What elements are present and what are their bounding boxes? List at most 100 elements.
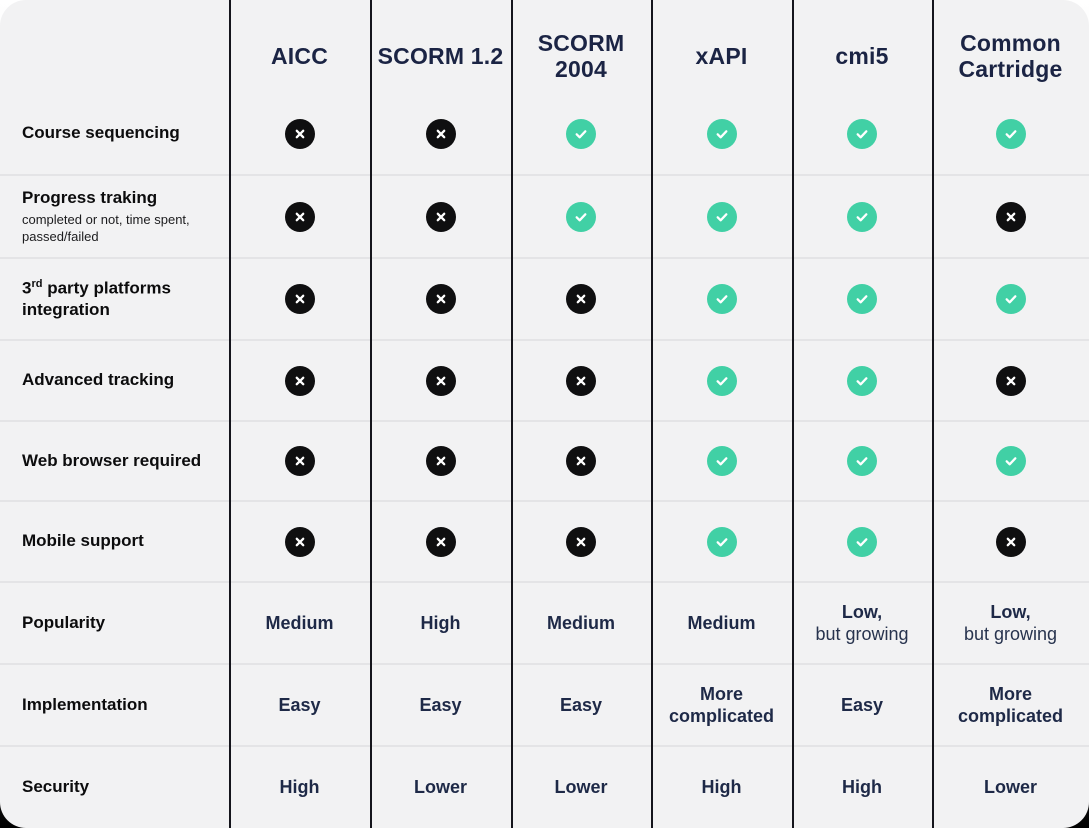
check-icon xyxy=(847,446,877,476)
cross-icon xyxy=(566,446,596,476)
check-icon xyxy=(566,118,596,149)
cell xyxy=(792,176,932,257)
cross-icon xyxy=(284,284,315,314)
cell xyxy=(370,259,511,339)
cell: High xyxy=(370,583,511,663)
check-icon xyxy=(706,526,737,557)
cell-value: Medium xyxy=(546,612,615,633)
cell: Easy xyxy=(511,665,651,745)
cell: High xyxy=(792,747,932,828)
cell: More complicated xyxy=(651,665,792,745)
cell xyxy=(932,259,1089,339)
cross-icon xyxy=(425,284,456,314)
cell xyxy=(229,502,370,581)
cell-value: High xyxy=(420,612,461,633)
cell: Easy xyxy=(792,665,932,745)
cross-icon xyxy=(995,365,1026,396)
cell xyxy=(792,422,932,500)
cross-icon xyxy=(284,201,315,232)
cross-icon xyxy=(425,365,456,396)
cell: Lower xyxy=(932,747,1089,828)
cross-icon xyxy=(425,201,456,232)
cell xyxy=(651,93,792,174)
cross-icon xyxy=(425,118,456,149)
cell: Medium xyxy=(229,583,370,663)
cell-value: Easy xyxy=(278,694,321,715)
table-header-row: AICC SCORM 1.2 SCORM 2004 xAPI cmi5 Comm… xyxy=(0,0,1089,93)
cell-value: Easy xyxy=(559,694,603,715)
table-row-advanced-tracking: Advanced tracking xyxy=(0,339,1089,420)
column-header-cmi5: cmi5 xyxy=(835,42,889,69)
column-header-xapi: xAPI xyxy=(695,42,748,69)
cell: High xyxy=(651,747,792,828)
cell-value: High xyxy=(842,777,882,798)
cell xyxy=(651,422,792,500)
table-row-implementation: Implementation Easy Easy Easy More compl… xyxy=(0,663,1089,745)
column-divider xyxy=(511,0,513,828)
cell xyxy=(511,176,651,257)
cell xyxy=(932,176,1089,257)
cell: High xyxy=(229,747,370,828)
cell-value: Easy xyxy=(840,694,884,715)
cell: Medium xyxy=(511,583,651,663)
cell xyxy=(651,176,792,257)
cell-value-secondary: but growing xyxy=(815,624,909,644)
row-sublabel: completed or not, time spent, passed/fai… xyxy=(22,212,190,245)
cell xyxy=(792,93,932,174)
cell xyxy=(792,341,932,420)
cell xyxy=(229,176,370,257)
cross-icon xyxy=(566,365,596,396)
check-icon xyxy=(847,365,877,396)
cell xyxy=(651,502,792,581)
cell-value: High xyxy=(701,777,742,798)
table-row-web-browser-required: Web browser required xyxy=(0,420,1089,500)
table-row-course-sequencing: Course sequencing xyxy=(0,93,1089,174)
cell-value: Lower xyxy=(413,777,467,798)
cell xyxy=(932,502,1089,581)
cell xyxy=(651,341,792,420)
cell: Medium xyxy=(651,583,792,663)
cell xyxy=(932,93,1089,174)
cell-value: Lower xyxy=(983,777,1037,798)
column-divider xyxy=(932,0,934,828)
cell xyxy=(370,422,511,500)
cell: More complicated xyxy=(932,665,1089,745)
cell xyxy=(511,341,651,420)
check-icon xyxy=(566,201,596,232)
cell xyxy=(370,93,511,174)
cell xyxy=(792,259,932,339)
check-icon xyxy=(706,201,737,232)
check-icon xyxy=(847,526,877,557)
row-label: Mobile support xyxy=(22,531,144,551)
check-icon xyxy=(995,446,1026,476)
table-row-popularity: Popularity Medium High Medium Medium Low… xyxy=(0,581,1089,663)
header-empty-cell xyxy=(0,0,229,93)
check-icon xyxy=(995,284,1026,314)
check-icon xyxy=(995,118,1026,149)
cross-icon xyxy=(284,446,315,476)
cross-icon xyxy=(284,526,315,557)
cell-value: Medium xyxy=(687,612,756,633)
row-label: Course sequencing xyxy=(22,123,180,143)
cross-icon xyxy=(566,526,596,557)
cell xyxy=(229,422,370,500)
cross-icon xyxy=(284,365,315,396)
cell-value: More complicated xyxy=(668,683,775,727)
check-icon xyxy=(847,118,877,149)
cell xyxy=(511,502,651,581)
cross-icon xyxy=(425,526,456,557)
cell: Lower xyxy=(370,747,511,828)
cell-value: Lower xyxy=(554,777,608,798)
check-icon xyxy=(847,284,877,314)
cell-value: Low, xyxy=(841,601,883,622)
table-row-mobile-support: Mobile support xyxy=(0,500,1089,581)
column-header-scorm12: SCORM 1.2 xyxy=(377,42,504,69)
row-label: Implementation xyxy=(22,694,148,714)
cell xyxy=(229,93,370,174)
cross-icon xyxy=(425,446,456,476)
check-icon xyxy=(706,365,737,396)
cell xyxy=(932,422,1089,500)
table-row-3rd-party-integration: 3rd party platforms integration xyxy=(0,257,1089,339)
cell-value: High xyxy=(279,777,320,798)
